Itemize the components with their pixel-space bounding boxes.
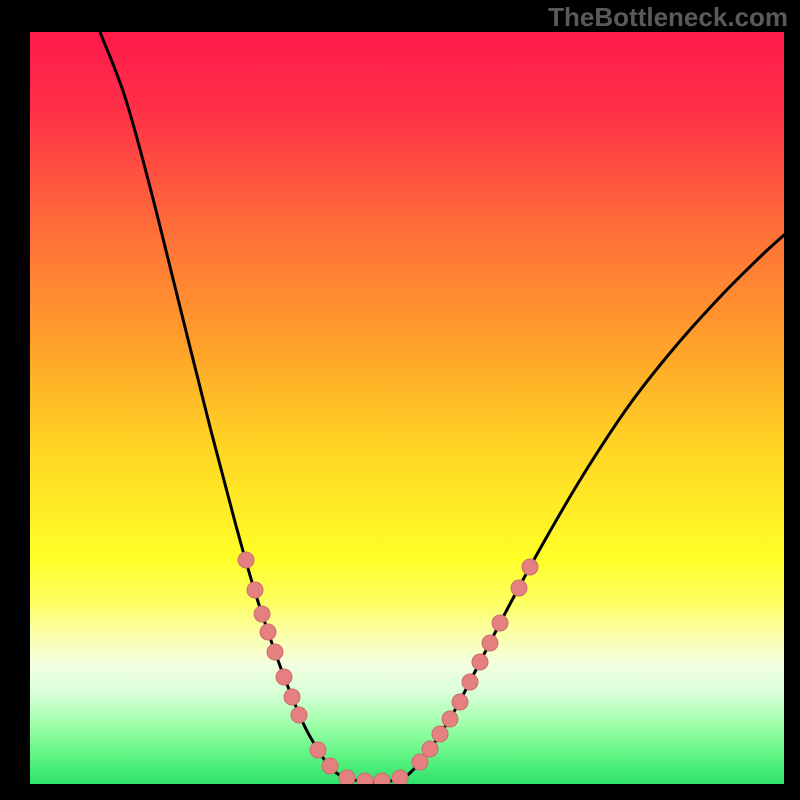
chart-root: TheBottleneck.com [0, 0, 800, 800]
marker-dot [310, 742, 326, 758]
watermark-text: TheBottleneck.com [548, 2, 788, 33]
marker-dot [442, 711, 458, 727]
marker-dot [412, 754, 428, 770]
marker-dot [267, 644, 283, 660]
marker-dot [422, 741, 438, 757]
marker-dot [260, 624, 276, 640]
marker-dot [522, 559, 538, 575]
marker-dot [276, 669, 292, 685]
marker-dot [254, 606, 270, 622]
curve-layer [30, 32, 784, 784]
marker-dot [247, 582, 263, 598]
marker-dot [482, 635, 498, 651]
plot-area [30, 32, 784, 784]
valley-curve [100, 32, 784, 782]
marker-dot [374, 773, 390, 784]
marker-dot [284, 689, 300, 705]
marker-dot [339, 770, 355, 784]
marker-dot [291, 707, 307, 723]
marker-dot [238, 552, 254, 568]
marker-dot [357, 773, 373, 784]
marker-dot [492, 615, 508, 631]
marker-dot [432, 726, 448, 742]
marker-dot [392, 770, 408, 784]
marker-dot [462, 674, 478, 690]
marker-dot [472, 654, 488, 670]
marker-dot [322, 758, 338, 774]
marker-dots [238, 552, 538, 784]
marker-dot [511, 580, 527, 596]
marker-dot [452, 694, 468, 710]
